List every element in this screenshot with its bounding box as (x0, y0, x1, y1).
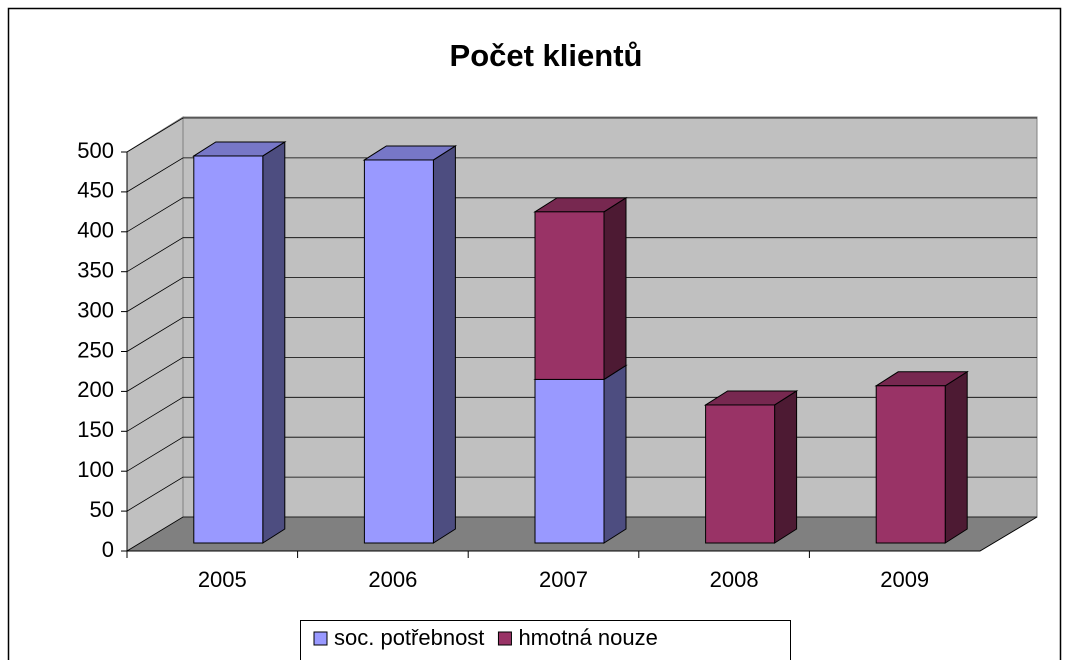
bar (875, 385, 946, 544)
bar (705, 404, 776, 544)
grid-line (126, 117, 1037, 153)
side-wall (126, 116, 184, 552)
x-axis (127, 516, 1038, 552)
y-tick-label: 350 (77, 258, 114, 283)
legend-label: hmotná nouze (518, 625, 657, 650)
grid (126, 117, 1037, 552)
y-tick-label: 300 (77, 297, 114, 322)
y-tick-label: 250 (77, 337, 114, 362)
bar (193, 155, 264, 544)
legend-label: soc. potřebnost (334, 625, 484, 650)
grid-line (126, 237, 1037, 273)
chart-border (7, 7, 1062, 660)
chart-title: Počet klientů (450, 38, 643, 73)
y-tick-label: 50 (90, 497, 114, 522)
grid-line (126, 277, 1037, 312)
y-tick-label: 0 (102, 537, 114, 562)
bar-side (603, 364, 627, 544)
grid-line (126, 197, 1037, 233)
bar-side (944, 370, 968, 544)
grid-line (126, 317, 1037, 352)
x-tick-label: 2009 (880, 567, 929, 592)
x-tick-label: 2005 (198, 567, 247, 592)
y-tick-label: 500 (77, 138, 114, 163)
x-tick-label: 2007 (539, 567, 588, 592)
bars (192, 141, 969, 544)
legend (300, 620, 791, 660)
y-tick-label: 450 (77, 178, 114, 203)
bar-side (603, 196, 627, 381)
y-tick-label: 150 (77, 417, 114, 442)
x-tick-label: 2008 (710, 567, 759, 592)
bar (363, 159, 434, 544)
x-tick-label: 2006 (368, 567, 417, 592)
grid-line (126, 356, 1037, 392)
grid-line (126, 157, 1037, 193)
y-tick-label: 100 (77, 457, 114, 482)
bar-side (774, 390, 798, 544)
bar-side (262, 141, 286, 544)
bar (534, 211, 605, 380)
bar-side (432, 145, 456, 544)
bar (534, 378, 605, 544)
legend-swatch (313, 631, 328, 646)
legend-swatch (497, 631, 512, 646)
y-tick-label: 200 (77, 377, 114, 402)
y-tick-label: 400 (77, 218, 114, 243)
